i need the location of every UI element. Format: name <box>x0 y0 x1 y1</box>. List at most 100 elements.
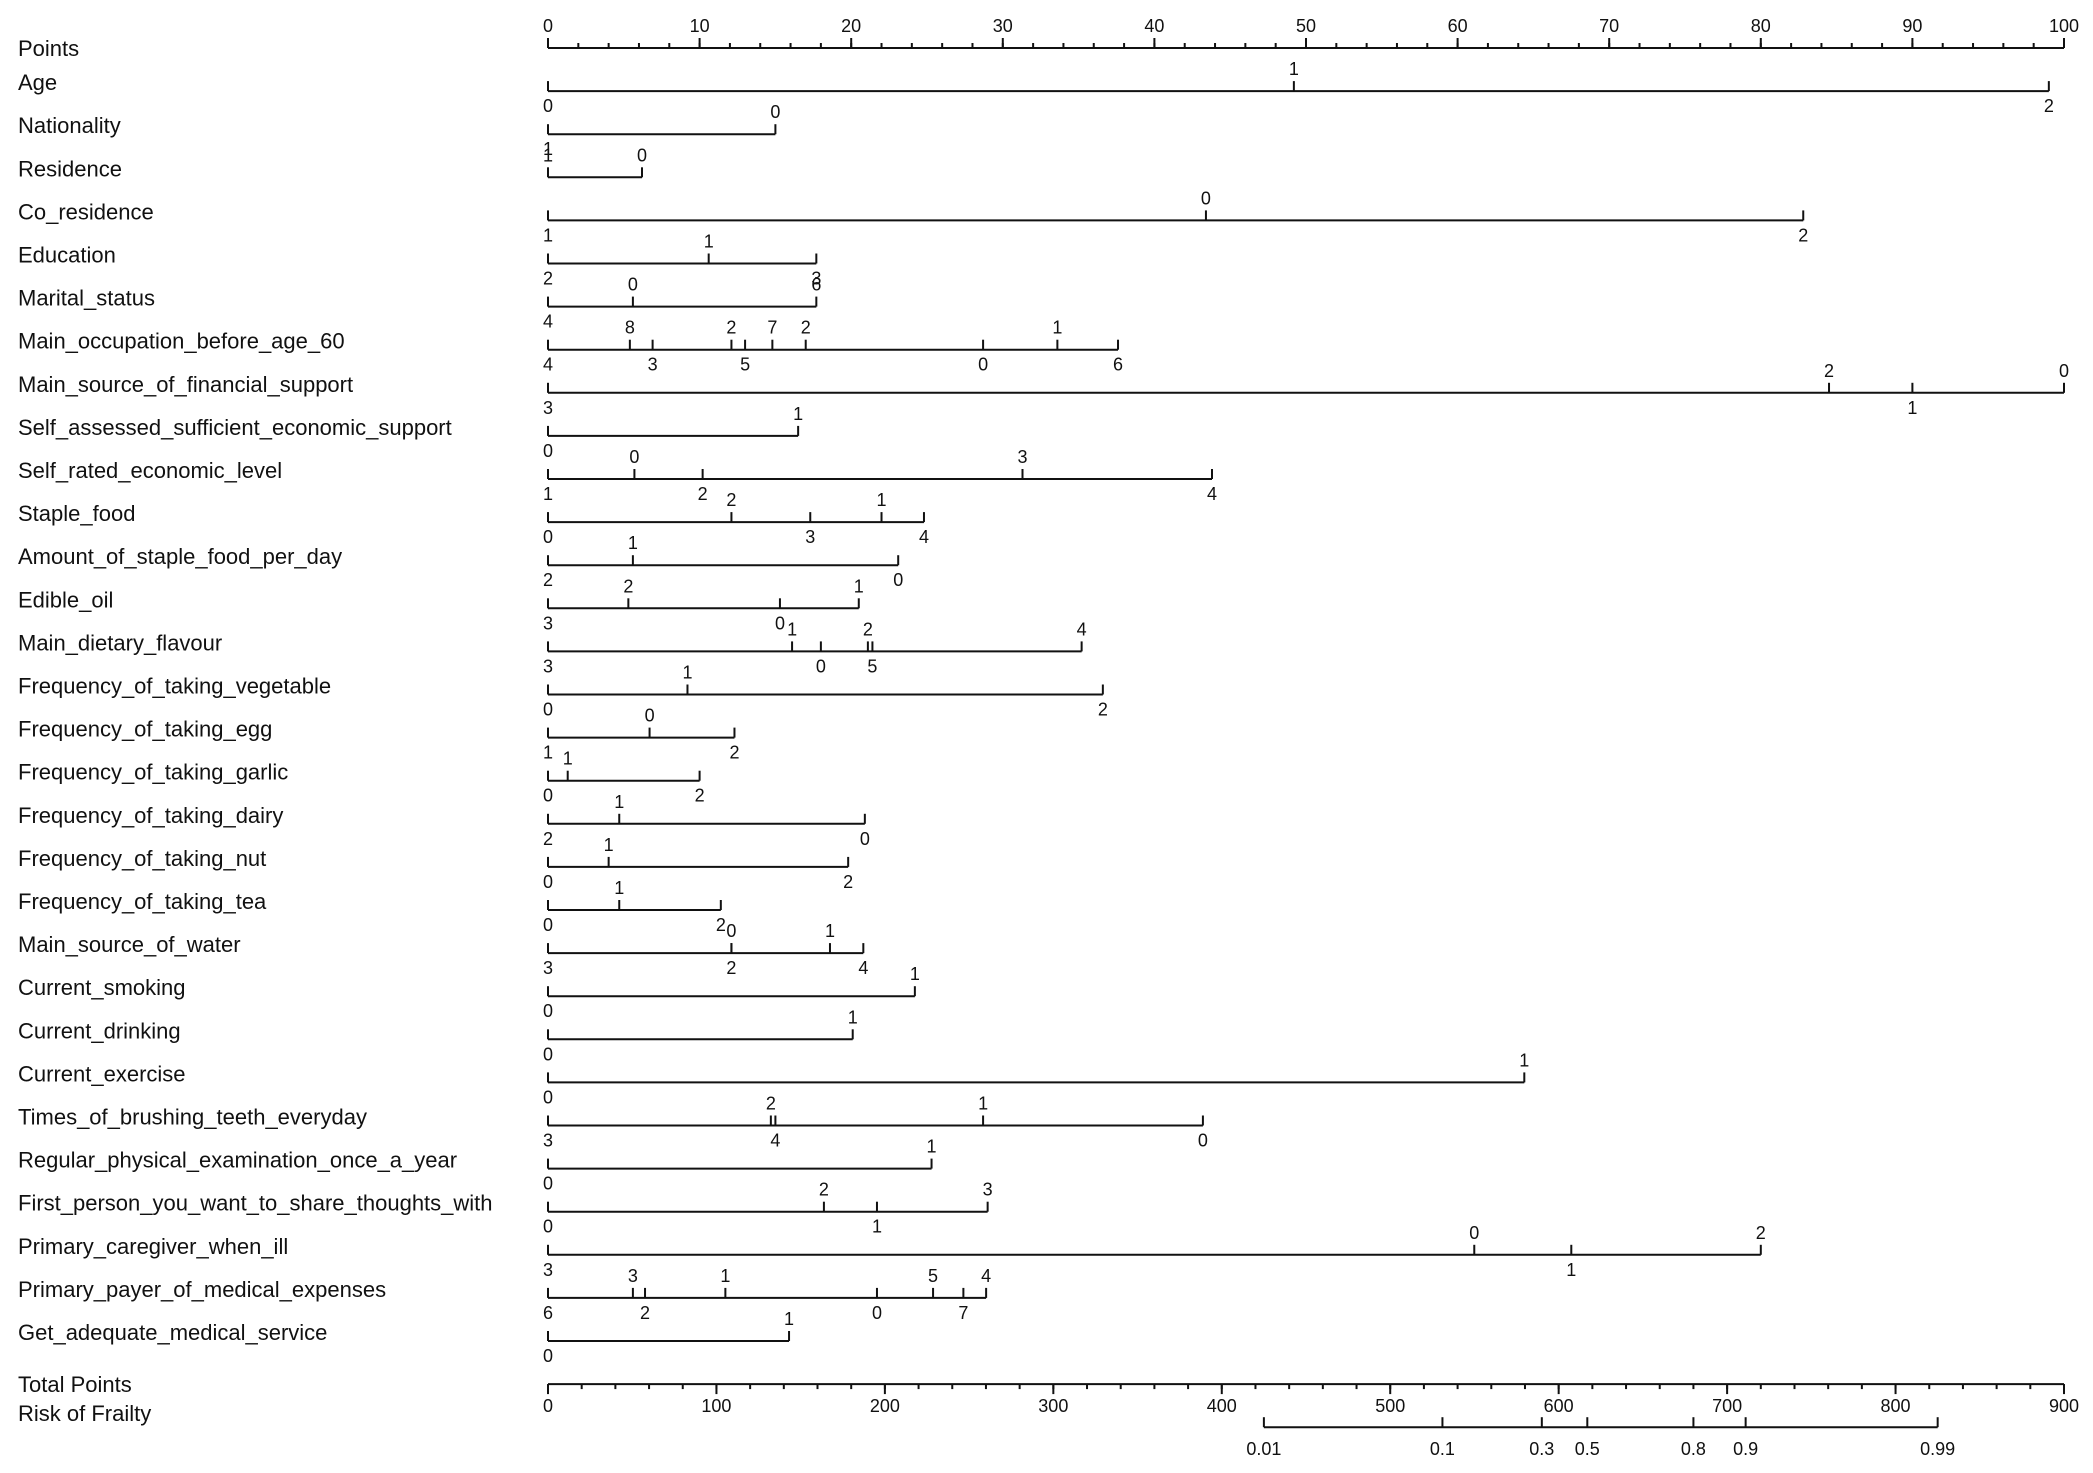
points-axis-tick-label: 60 <box>1448 16 1468 36</box>
variable-tick-label: 1 <box>543 139 553 159</box>
variable-label: Frequency_of_taking_egg <box>18 717 272 742</box>
variable-label: Frequency_of_taking_vegetable <box>18 674 331 699</box>
variable-tick-label: 1 <box>787 619 797 639</box>
variable-tick-label: 4 <box>1207 484 1217 504</box>
variable-label: Frequency_of_taking_tea <box>18 889 267 914</box>
variable-label: Self_assessed_sufficient_economic_suppor… <box>18 415 452 440</box>
variable-tick-label: 1 <box>1519 1050 1529 1070</box>
variable-tick-label: 1 <box>1566 1260 1576 1280</box>
variable-tick-label: 0 <box>860 829 870 849</box>
variable-tick-label: 0 <box>543 872 553 892</box>
variable-tick-label: 5 <box>867 656 877 676</box>
variable-tick-label: 6 <box>811 275 821 295</box>
variable-tick-label: 0 <box>726 921 736 941</box>
variable-tick-label: 0 <box>543 915 553 935</box>
variable-tick-label: 2 <box>819 1180 829 1200</box>
total-points-tick-label: 300 <box>1038 1396 1068 1416</box>
variable-tick-label: 1 <box>1907 398 1917 418</box>
variable-tick-label: 0 <box>543 527 553 547</box>
variable-tick-label: 0 <box>543 441 553 461</box>
points-axis-tick-label: 100 <box>2049 16 2079 36</box>
variable-tick-label: 3 <box>1018 447 1028 467</box>
risk-axis-tick-label: 0.3 <box>1529 1439 1554 1459</box>
variable-tick-label: 3 <box>805 527 815 547</box>
variable-tick-label: 2 <box>1756 1223 1766 1243</box>
variable-tick-label: 5 <box>928 1266 938 1286</box>
variable-tick-label: 1 <box>720 1266 730 1286</box>
variable-tick-label: 1 <box>614 878 624 898</box>
total-points-tick-label: 100 <box>701 1396 731 1416</box>
risk-axis-tick-label: 0.01 <box>1246 1439 1281 1459</box>
variable-tick-label: 0 <box>543 1174 553 1194</box>
variable-tick-label: 0 <box>1201 188 1211 208</box>
variable-label: Education <box>18 243 116 268</box>
variable-tick-label: 2 <box>623 576 633 596</box>
variable-tick-label: 4 <box>981 1266 991 1286</box>
variable-tick-label: 0 <box>629 447 639 467</box>
variable-tick-label: 1 <box>1289 59 1299 79</box>
variable-label: Primary_payer_of_medical_expenses <box>18 1277 386 1302</box>
points-axis-tick-label: 30 <box>993 16 1013 36</box>
variable-tick-label: 5 <box>740 355 750 375</box>
variable-tick-label: 0 <box>543 786 553 806</box>
variable-tick-label: 1 <box>543 145 553 165</box>
variable-label: Times_of_brushing_teeth_everyday <box>18 1105 367 1130</box>
variable-tick-label: 1 <box>854 576 864 596</box>
variable-label: Frequency_of_taking_dairy <box>18 803 283 828</box>
variable-tick-label: 4 <box>543 312 553 332</box>
variable-tick-label: 0 <box>637 145 647 165</box>
total-points-tick-label: 0 <box>543 1396 553 1416</box>
variable-label: Nationality <box>18 113 121 138</box>
variable-tick-label: 0 <box>1198 1131 1208 1151</box>
risk-axis-tick-label: 0.5 <box>1575 1439 1600 1459</box>
variable-tick-label: 3 <box>543 958 553 978</box>
variable-tick-label: 6 <box>1113 355 1123 375</box>
points-axis-tick-label: 20 <box>841 16 861 36</box>
points-axis-tick-label: 80 <box>1751 16 1771 36</box>
variable-label: Current_exercise <box>18 1061 186 1086</box>
variable-tick-label: 4 <box>1077 619 1087 639</box>
variable-label: Main_dietary_flavour <box>18 630 222 655</box>
variable-tick-label: 1 <box>682 663 692 683</box>
variable-tick-label: 1 <box>793 404 803 424</box>
risk-axis-tick-label: 0.8 <box>1681 1439 1706 1459</box>
variable-tick-label: 1 <box>927 1137 937 1157</box>
variable-tick-label: 2 <box>695 786 705 806</box>
variable-label: Edible_oil <box>18 587 113 612</box>
total-points-tick-label: 200 <box>870 1396 900 1416</box>
variable-tick-label: 1 <box>704 232 714 252</box>
variable-tick-label: 1 <box>563 749 573 769</box>
variable-label: Main_source_of_financial_support <box>18 372 353 397</box>
variable-tick-label: 2 <box>2044 96 2054 116</box>
variable-tick-label: 0 <box>816 656 826 676</box>
variable-tick-label: 4 <box>770 1131 780 1151</box>
variable-tick-label: 1 <box>978 1094 988 1114</box>
variable-label: Main_occupation_before_age_60 <box>18 329 345 354</box>
variable-tick-label: 1 <box>543 484 553 504</box>
variable-tick-label: 0 <box>1469 1223 1479 1243</box>
variable-tick-label: 3 <box>648 355 658 375</box>
risk-axis-label: Risk of Frailty <box>18 1401 151 1426</box>
points-axis-tick-label: 40 <box>1144 16 1164 36</box>
variable-label: Get_adequate_medical_service <box>18 1320 327 1345</box>
variable-label: Main_source_of_water <box>18 932 241 957</box>
variable-tick-label: 3 <box>811 269 821 289</box>
variable-tick-label: 2 <box>766 1094 776 1114</box>
variable-tick-label: 1 <box>825 921 835 941</box>
variable-label: Self_rated_economic_level <box>18 458 282 483</box>
total-points-axis-label: Total Points <box>18 1372 132 1397</box>
points-axis-tick-label: 90 <box>1902 16 1922 36</box>
variable-tick-label: 2 <box>543 829 553 849</box>
variable-tick-label: 2 <box>843 872 853 892</box>
variable-tick-label: 0 <box>543 1346 553 1366</box>
variable-label: Current_smoking <box>18 975 186 1000</box>
variable-label: Frequency_of_taking_garlic <box>18 760 288 785</box>
variable-tick-label: 1 <box>628 533 638 553</box>
variable-tick-label: 0 <box>2059 361 2069 381</box>
variable-tick-label: 1 <box>543 743 553 763</box>
variable-tick-label: 1 <box>784 1309 794 1329</box>
variable-label: First_person_you_want_to_share_thoughts_… <box>18 1191 493 1216</box>
variable-tick-label: 0 <box>770 102 780 122</box>
total-points-tick-label: 900 <box>2049 1396 2079 1416</box>
points-axis-tick-label: 70 <box>1599 16 1619 36</box>
